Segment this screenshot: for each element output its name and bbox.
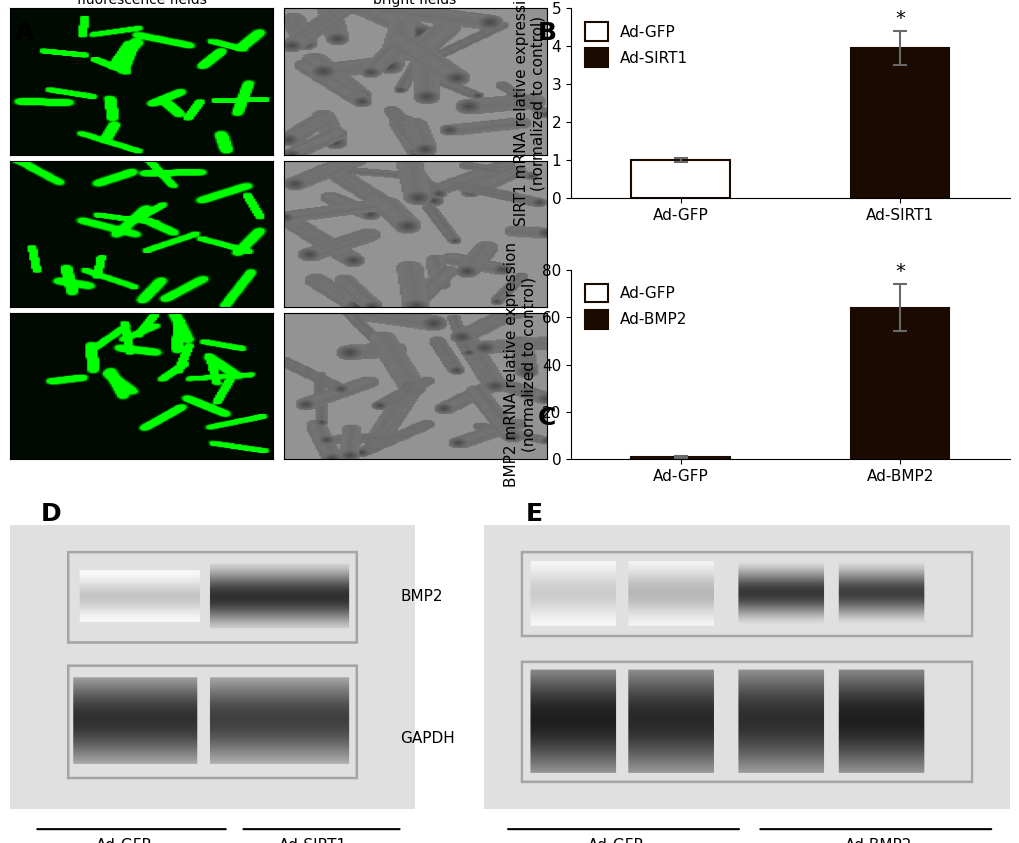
Bar [631,457,730,459]
Bar [850,308,949,459]
Title: fluorescence fields: fluorescence fields [76,0,207,8]
Text: A: A [15,21,35,45]
Text: D: D [41,502,61,525]
Text: Ad-BMP2: Ad-BMP2 [844,838,911,843]
Y-axis label: BMP2 mRNA relative expression
(normalized to control): BMP2 mRNA relative expression (normalize… [503,242,536,487]
Text: B: B [537,21,556,45]
Text: *: * [895,9,904,28]
Y-axis label: SIRT1 mRNA relative expression
(normalized to control): SIRT1 mRNA relative expression (normaliz… [513,0,545,226]
Text: E: E [525,502,542,525]
Bar [850,48,949,198]
Bar [631,160,730,198]
Text: BMP2: BMP2 [399,589,442,604]
Text: Ad-GFP: Ad-GFP [96,838,151,843]
Legend: Ad-GFP, Ad-SIRT1: Ad-GFP, Ad-SIRT1 [578,16,693,73]
Text: GAPDH: GAPDH [399,731,454,746]
Text: *: * [895,261,904,281]
Legend: Ad-GFP, Ad-BMP2: Ad-GFP, Ad-BMP2 [578,277,693,335]
Title: bright fields: bright fields [373,0,457,8]
Text: Ad-GFP: Ad-GFP [587,838,643,843]
Text: C: C [537,406,555,430]
Text: Ad-SIRT1: Ad-SIRT1 [279,838,347,843]
